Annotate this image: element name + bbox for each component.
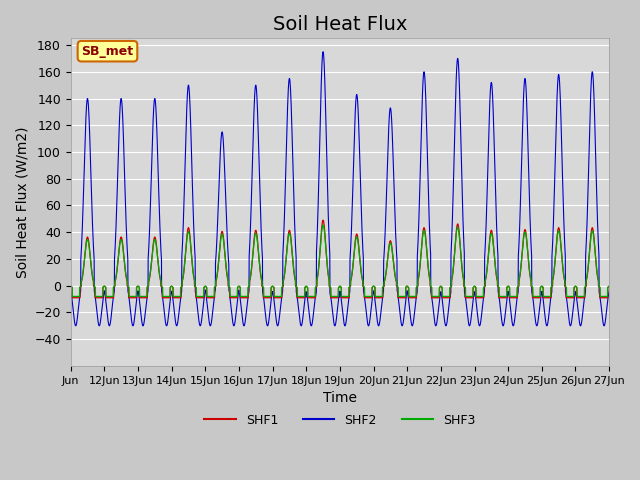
Legend: SHF1, SHF2, SHF3: SHF1, SHF2, SHF3 [200,409,481,432]
SHF1 [218,232,225,238]
Y-axis label: Soil Heat Flux (W/m2): Soil Heat Flux (W/m2) [15,126,29,278]
SHF3 [402,284,410,290]
SHF1 [393,283,401,289]
SHF1 [68,295,76,300]
SHF1 [182,242,190,248]
SHF1 [554,226,562,231]
SHF2 [67,288,74,294]
SHF2 [605,289,613,295]
Text: SB_met: SB_met [81,45,134,58]
SHF1 [67,283,74,289]
SHF3 [218,234,225,240]
SHF2 [319,49,327,55]
Line: SHF1: SHF1 [70,220,609,298]
SHF1 [402,284,410,290]
SHF1 [605,283,613,289]
SHF2 [554,73,562,79]
Title: Soil Heat Flux: Soil Heat Flux [273,15,407,34]
SHF1 [605,283,613,289]
SHF2 [196,323,204,329]
SHF3 [605,283,613,289]
SHF2 [182,129,190,134]
SHF3 [67,283,74,289]
Line: SHF3: SHF3 [70,225,609,297]
SHF3 [554,228,562,234]
SHF1 [319,217,327,223]
SHF2 [402,296,410,301]
SHF3 [605,283,613,289]
Line: SHF2: SHF2 [70,52,609,326]
SHF2 [393,249,401,255]
SHF3 [68,294,76,300]
SHF3 [182,243,190,249]
SHF3 [319,222,327,228]
SHF2 [218,135,225,141]
SHF2 [605,288,613,294]
SHF3 [393,278,401,284]
X-axis label: Time: Time [323,391,357,405]
